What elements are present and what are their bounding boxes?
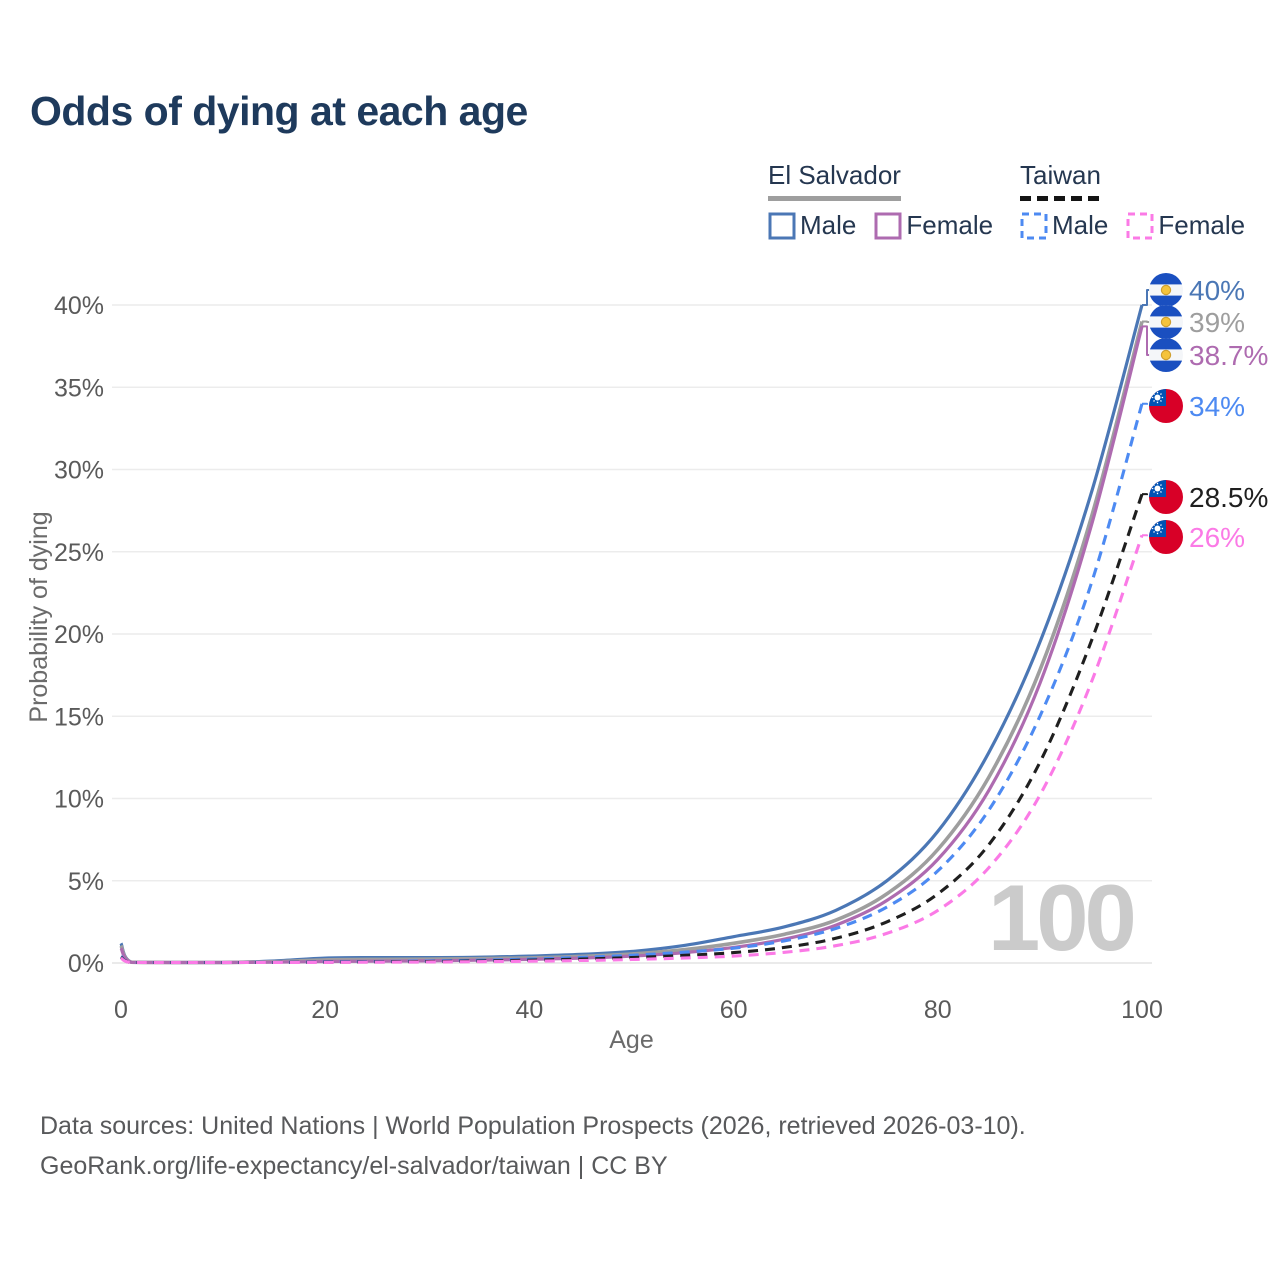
x-tick-label: 80 (924, 996, 952, 1024)
y-tick-label: 40% (54, 292, 104, 320)
end-label-taiwan-combined: 28.5% (1189, 482, 1268, 513)
series-line-taiwan-female (120, 534, 1144, 965)
legend-label-el-salvador-female: Female (906, 210, 994, 240)
y-tick-label: 0% (68, 950, 104, 978)
y-tick-label: 30% (54, 457, 104, 485)
y-tick-label: 5% (68, 868, 104, 896)
taiwan-male-swatch (1020, 212, 1048, 239)
legend-label-taiwan-female: Female (1158, 210, 1246, 240)
legend-header-el-salvador: El Salvador (768, 160, 901, 190)
end-leader-taiwan-female (1142, 534, 1151, 538)
end-label-el-salvador-male: 40% (1189, 275, 1245, 306)
el-salvador-flag-icon (1149, 338, 1183, 372)
y-tick-label: 35% (54, 374, 104, 402)
age-watermark: 100 (988, 865, 1137, 970)
y-tick-label: 25% (54, 539, 104, 567)
end-label-taiwan-female: 26% (1189, 522, 1245, 553)
taiwan-flag-icon (1149, 389, 1183, 423)
series-line-taiwan-combined (120, 493, 1144, 965)
legend-group-taiwan: Taiwan Male Female (1020, 160, 1259, 241)
x-tick-label: 60 (720, 996, 748, 1024)
y-tick-label: 15% (54, 703, 104, 731)
el-salvador-flag-icon (1149, 305, 1183, 339)
x-tick-label: 20 (311, 996, 339, 1024)
legend-header-taiwan: Taiwan (1020, 160, 1101, 190)
footer: Data sources: United Nations | World Pop… (40, 1106, 1026, 1186)
end-label-el-salvador-combined: 39% (1189, 307, 1245, 338)
taiwan-flag-icon (1149, 520, 1183, 554)
footer-attribution-link: GeoRank.org/life-expectancy/el-salvador/… (40, 1152, 668, 1180)
end-label-taiwan-male: 34% (1189, 391, 1245, 422)
page-title: Odds of dying at each age (30, 88, 528, 134)
taiwan-female-swatch (1126, 212, 1154, 239)
x-tick-label: 40 (515, 996, 543, 1024)
el-salvador-male-swatch (768, 212, 796, 239)
end-leader-taiwan-male (1142, 402, 1151, 407)
x-tick-label: 0 (114, 996, 128, 1024)
x-tick-label: 100 (1121, 996, 1163, 1024)
el-salvador-flag-icon (1149, 273, 1183, 307)
footer-data-sources: Data sources: United Nations | World Pop… (40, 1112, 1026, 1140)
end-label-el-salvador-female: 38.7% (1189, 340, 1268, 371)
legend-group-el-salvador: El Salvador Male Female (768, 160, 1007, 241)
taiwan-flag-icon (1149, 480, 1183, 514)
legend-label-taiwan-male: Male (1052, 210, 1109, 240)
y-axis-title: Probability of dying (25, 511, 53, 722)
x-axis-title: Age (609, 1026, 653, 1054)
y-tick-label: 20% (54, 621, 104, 649)
el-salvador-female-swatch (874, 212, 902, 239)
el-salvador-combined-line-swatch (768, 196, 901, 201)
taiwan-combined-line-swatch (1020, 196, 1101, 201)
legend-label-el-salvador-male: Male (800, 210, 857, 240)
y-tick-label: 10% (54, 786, 104, 814)
end-leader-taiwan-combined (1142, 493, 1151, 498)
series-line-taiwan-male (119, 403, 1144, 965)
